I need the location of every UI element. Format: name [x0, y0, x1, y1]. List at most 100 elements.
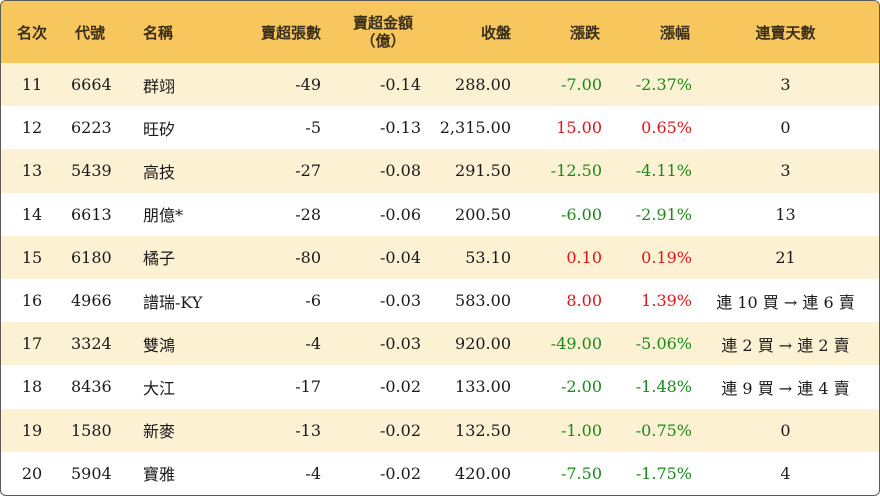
cell-net-sell-amount: -0.06 [379, 204, 421, 224]
cell-change: -2.00 [560, 377, 602, 397]
cell-name: 大江 [143, 378, 176, 398]
cell-net-sell-lots: -17 [295, 377, 321, 397]
cell-close: 132.50 [455, 420, 511, 440]
cell-change: -7.00 [560, 75, 602, 95]
cell-rank: 15 [21, 247, 43, 267]
cell-change-pct: -4.11% [635, 161, 692, 181]
table-row[interactable]: 12 6223 旺矽 -5 -0.13 2,315.00 15.00 0.65% 0 [1, 106, 879, 149]
cell-net-sell-amount: -0.02 [379, 377, 421, 397]
cell-change: -1.00 [560, 420, 602, 440]
cell-net-sell-lots: -6 [305, 291, 321, 311]
cell-net-sell-lots: -80 [295, 247, 321, 267]
cell-rank: 20 [21, 463, 43, 483]
cell-change-pct: -2.37% [635, 75, 692, 95]
table-row[interactable]: 20 5904 寶雅 -4 -0.02 420.00 -7.50 -1.75% 4 [1, 452, 879, 495]
cell-name: 譜瑞-KY [143, 292, 203, 312]
cell-close: 288.00 [455, 75, 511, 95]
cell-net-sell-lots: -27 [295, 161, 321, 181]
cell-change: -6.00 [560, 204, 602, 224]
cell-code: 3324 [71, 334, 112, 354]
table-body: 11 6664 群翊 -49 -0.14 288.00 -7.00 -2.37% 3 12 6223… [1, 63, 879, 495]
cell-close: 420.00 [455, 463, 511, 483]
cell-change-pct: 1.39% [641, 291, 692, 311]
cell-net-sell-amount: -0.08 [379, 161, 421, 181]
cell-name: 群翊 [143, 76, 176, 96]
cell-net-sell-amount: -0.02 [379, 420, 421, 440]
cell-net-sell-lots: -49 [295, 75, 321, 95]
table-row[interactable]: 14 6613 朋億* -28 -0.06 200.50 -6.00 -2.91% 13 [1, 193, 879, 236]
cell-rank: 11 [21, 75, 43, 95]
cell-close: 53.10 [465, 247, 511, 267]
header-change-pct[interactable]: 漲幅 [659, 23, 690, 42]
cell-rank: 14 [21, 204, 43, 224]
cell-close: 200.50 [455, 204, 511, 224]
cell-change-pct: -1.75% [635, 463, 692, 483]
cell-net-sell-lots: -4 [305, 463, 321, 483]
header-name[interactable]: 名稱 [143, 23, 174, 42]
cell-consecutive-days: 連 10 買 → 連 6 賣 [716, 292, 855, 312]
cell-name: 新麥 [143, 422, 176, 442]
cell-consecutive-days: 3 [780, 75, 791, 95]
cell-rank: 12 [21, 118, 43, 138]
cell-code: 5904 [71, 463, 112, 483]
cell-close: 133.00 [455, 377, 511, 397]
cell-change: -12.50 [550, 161, 602, 181]
table-row[interactable]: 15 6180 橘子 -80 -0.04 53.10 0.10 0.19% 21 [1, 235, 879, 279]
cell-code: 6223 [71, 118, 112, 138]
cell-close: 583.00 [455, 291, 511, 311]
table-row[interactable]: 18 8436 大江 -17 -0.02 133.00 -2.00 -1.48% 連 9 買 →… [1, 365, 879, 408]
cell-consecutive-days: 13 [775, 204, 796, 224]
cell-change-pct: -1.48% [635, 377, 692, 397]
cell-net-sell-amount: -0.14 [379, 75, 421, 95]
cell-code: 6613 [71, 204, 112, 224]
cell-change-pct: 0.65% [641, 118, 692, 138]
cell-close: 920.00 [455, 334, 511, 354]
header-net-sell-amount[interactable]: 賣超金額 （億） [321, 14, 421, 50]
cell-net-sell-lots: -5 [305, 118, 321, 138]
cell-code: 8436 [71, 377, 112, 397]
header-code[interactable]: 代號 [75, 23, 106, 42]
header-net-sell-amount-unit: （億） [360, 32, 406, 50]
header-net-sell-amount-line1: 賣超金額 [352, 14, 413, 32]
cell-rank: 13 [21, 161, 43, 181]
cell-change-pct: -0.75% [635, 420, 692, 440]
cell-change: -49.00 [550, 334, 602, 354]
cell-code: 6180 [71, 247, 112, 267]
cell-change: 15.00 [556, 118, 602, 138]
cell-net-sell-lots: -13 [295, 420, 321, 440]
header-close[interactable]: 收盤 [480, 23, 511, 42]
cell-net-sell-amount: -0.02 [379, 463, 421, 483]
cell-code: 5439 [71, 161, 112, 181]
table-row[interactable]: 19 1580 新麥 -13 -0.02 132.50 -1.00 -0.75% 0 [1, 408, 879, 452]
cell-change-pct: -2.91% [635, 204, 692, 224]
cell-net-sell-amount: -0.03 [379, 334, 421, 354]
header-change[interactable]: 漲跌 [569, 23, 600, 42]
cell-consecutive-days: 21 [775, 247, 796, 267]
table-row[interactable]: 16 4966 譜瑞-KY -6 -0.03 583.00 8.00 1.39% 連 10 買 … [1, 279, 879, 322]
cell-close: 2,315.00 [439, 118, 511, 138]
cell-code: 1580 [71, 420, 112, 440]
cell-rank: 18 [21, 377, 43, 397]
header-consecutive-days[interactable]: 連賣天數 [755, 23, 816, 42]
cell-consecutive-days: 3 [780, 161, 791, 181]
cell-consecutive-days: 0 [780, 118, 791, 138]
cell-name: 高技 [143, 162, 176, 182]
header-net-sell-lots[interactable]: 賣超張數 [260, 23, 321, 42]
cell-rank: 17 [21, 334, 43, 354]
cell-consecutive-days: 連 9 買 → 連 4 賣 [721, 378, 850, 398]
cell-code: 4966 [71, 291, 112, 311]
table-row[interactable]: 11 6664 群翊 -49 -0.14 288.00 -7.00 -2.37% 3 [1, 63, 879, 107]
cell-consecutive-days: 0 [780, 420, 791, 440]
table-row[interactable]: 17 3324 雙鴻 -4 -0.03 920.00 -49.00 -5.06% 連 2 買 →… [1, 322, 879, 366]
cell-net-sell-amount: -0.04 [379, 247, 421, 267]
table-header: 名次 代號 名稱 賣超張數 賣超金額 （億） 收盤 漲跌 漲幅 連賣天數 [1, 1, 879, 63]
cell-consecutive-days: 4 [780, 463, 791, 483]
cell-code: 6664 [71, 75, 112, 95]
cell-change-pct: -5.06% [635, 334, 692, 354]
cell-close: 291.50 [455, 161, 511, 181]
cell-change: 8.00 [566, 291, 602, 311]
table-row[interactable]: 13 5439 高技 -27 -0.08 291.50 -12.50 -4.11% 3 [1, 149, 879, 193]
header-rank[interactable]: 名次 [16, 23, 47, 42]
cell-net-sell-lots: -4 [305, 334, 321, 354]
